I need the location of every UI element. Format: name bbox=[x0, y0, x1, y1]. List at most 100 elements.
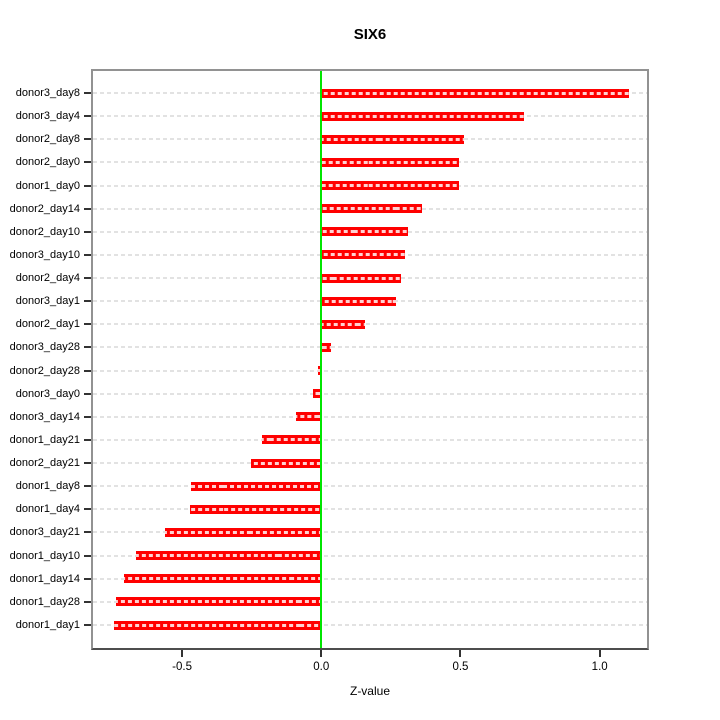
y-tick bbox=[84, 207, 91, 210]
y-tick-label: donor1_day8 bbox=[15, 480, 80, 493]
y-tick bbox=[84, 508, 91, 511]
bar-donor1_day1 bbox=[113, 620, 322, 630]
y-tick bbox=[84, 346, 91, 349]
y-tick bbox=[84, 485, 91, 488]
x-tick bbox=[320, 650, 323, 657]
zero-line bbox=[320, 71, 323, 648]
bar-dash-overlay bbox=[321, 230, 409, 234]
bar-donor3_day10 bbox=[321, 250, 405, 260]
y-tick-label: donor1_day14 bbox=[9, 572, 80, 585]
bar-dash-overlay bbox=[251, 461, 322, 465]
bar-donor1_day0 bbox=[321, 181, 459, 191]
bar-donor1_day28 bbox=[116, 597, 322, 607]
plot-area bbox=[91, 69, 649, 650]
bar-dash-overlay bbox=[321, 276, 402, 280]
y-tick-label: donor2_day28 bbox=[9, 364, 80, 377]
bar-dash-overlay bbox=[321, 137, 465, 141]
y-tick-label: donor2_day4 bbox=[15, 272, 80, 285]
y-tick-label: donor3_day8 bbox=[15, 87, 80, 99]
x-tick bbox=[181, 650, 184, 657]
bar-donor3_day21 bbox=[165, 527, 322, 537]
x-tick-label: -0.5 bbox=[172, 661, 192, 673]
x-tick-label: 0.0 bbox=[313, 661, 330, 673]
bar-donor1_day8 bbox=[190, 481, 322, 491]
bar-donor2_day28 bbox=[318, 366, 322, 376]
chart-title: SIX6 bbox=[353, 26, 387, 43]
row-gridline bbox=[93, 346, 647, 349]
row-gridline bbox=[93, 485, 647, 488]
bar-donor2_day8 bbox=[321, 134, 465, 144]
bar-donor2_day0 bbox=[321, 157, 460, 167]
y-tick bbox=[84, 531, 91, 534]
y-tick bbox=[84, 253, 91, 256]
row-gridline bbox=[93, 577, 647, 580]
y-tick-label: donor2_day10 bbox=[9, 225, 80, 238]
y-tick-label: donor1_day1 bbox=[15, 619, 80, 631]
x-tick-label: 0.5 bbox=[452, 661, 469, 673]
bar-donor3_day14 bbox=[295, 412, 322, 422]
bar-dash-overlay bbox=[262, 438, 322, 442]
y-tick-label: donor3_day1 bbox=[15, 295, 80, 308]
x-tick bbox=[459, 650, 462, 657]
row-gridline bbox=[93, 415, 647, 418]
y-tick bbox=[84, 577, 91, 580]
bar-dash-overlay bbox=[190, 484, 322, 488]
y-tick bbox=[84, 624, 91, 626]
y-tick-label: donor3_day21 bbox=[9, 526, 80, 539]
bar-donor1_day21 bbox=[262, 435, 322, 445]
row-gridline bbox=[93, 624, 647, 626]
y-tick bbox=[84, 138, 91, 141]
y-tick bbox=[84, 92, 91, 94]
y-tick-label: donor2_day8 bbox=[15, 133, 80, 146]
bar-dash-overlay bbox=[123, 577, 322, 581]
bar-dash-overlay bbox=[295, 415, 322, 419]
x-axis-title: Z-value bbox=[349, 684, 390, 698]
y-tick-label: donor2_day21 bbox=[9, 457, 80, 470]
y-tick bbox=[84, 115, 91, 118]
bar-donor2_day4 bbox=[321, 273, 402, 283]
bar-donor2_day10 bbox=[321, 227, 409, 237]
y-tick-label: donor1_day10 bbox=[9, 549, 80, 562]
bar-dash-overlay bbox=[321, 91, 629, 95]
bar-donor3_day28 bbox=[321, 342, 332, 352]
y-tick-label: donor3_day4 bbox=[15, 110, 80, 123]
bar-dash-overlay bbox=[321, 160, 460, 164]
y-tick bbox=[84, 323, 91, 326]
bar-dash-overlay bbox=[321, 114, 524, 118]
y-tick bbox=[84, 161, 91, 164]
y-tick-label: donor3_day10 bbox=[9, 248, 80, 261]
y-tick bbox=[84, 230, 91, 233]
bar-dash-overlay bbox=[116, 600, 322, 604]
bar-dash-overlay bbox=[113, 623, 322, 627]
y-tick-label: donor2_day14 bbox=[9, 202, 80, 215]
y-tick-label: donor1_day0 bbox=[15, 179, 80, 192]
bar-dash-overlay bbox=[321, 207, 423, 211]
row-gridline bbox=[93, 462, 647, 465]
bar-dash-overlay bbox=[165, 530, 322, 534]
row-gridline bbox=[93, 508, 647, 511]
bar-dash-overlay bbox=[321, 299, 397, 303]
y-tick-label: donor3_day14 bbox=[9, 410, 80, 423]
row-gridline bbox=[93, 531, 647, 534]
bar-donor1_day10 bbox=[136, 551, 322, 561]
bar-donor3_day0 bbox=[313, 389, 322, 399]
x-tick bbox=[598, 650, 601, 657]
bar-dash-overlay bbox=[321, 322, 366, 326]
y-tick bbox=[84, 554, 91, 557]
y-tick bbox=[84, 438, 91, 441]
y-tick-label: donor2_day1 bbox=[15, 318, 80, 331]
row-gridline bbox=[93, 323, 647, 326]
bar-dash-overlay bbox=[189, 507, 322, 511]
y-tick bbox=[84, 415, 91, 418]
y-tick-label: donor1_day4 bbox=[15, 503, 80, 516]
row-gridline bbox=[93, 600, 647, 603]
y-tick bbox=[84, 300, 91, 303]
bar-donor3_day4 bbox=[321, 111, 524, 121]
bar-donor2_day21 bbox=[251, 458, 322, 468]
row-gridline bbox=[93, 369, 647, 372]
bar-donor3_day1 bbox=[321, 296, 397, 306]
row-gridline bbox=[93, 392, 647, 395]
y-tick-label: donor1_day21 bbox=[9, 433, 80, 446]
bar-donor3_day8 bbox=[321, 88, 629, 98]
